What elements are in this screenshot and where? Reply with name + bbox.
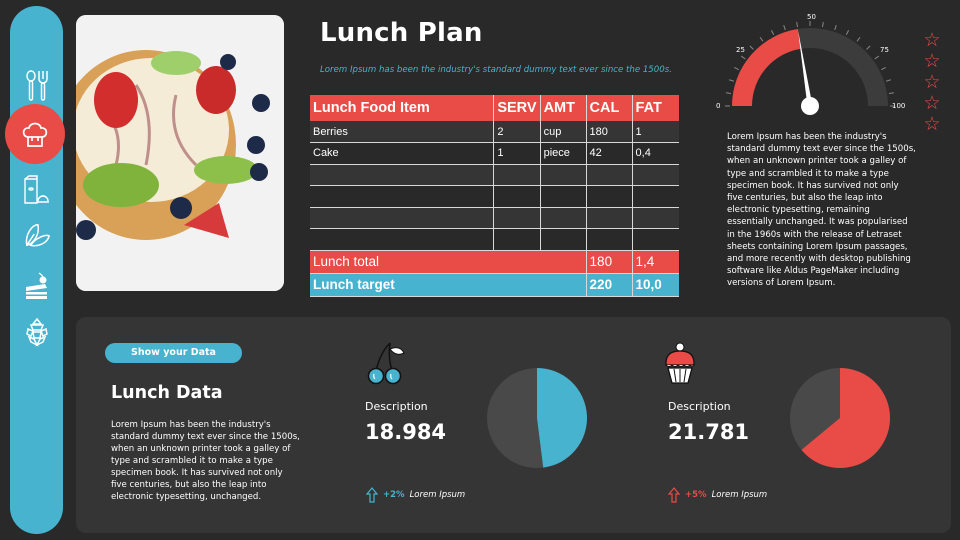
stat-value: 21.781 [668, 420, 750, 444]
table-row: Berries 2 cup 180 1 [310, 121, 679, 143]
show-data-button[interactable]: Show your Data [105, 343, 242, 363]
table-cell[interactable] [310, 185, 495, 207]
pie-chart-blue [487, 368, 588, 468]
sidebar [10, 6, 63, 534]
target-cal: 220 [586, 273, 633, 296]
table-cell[interactable]: piece [540, 142, 587, 164]
star-icon[interactable]: ☆ [923, 71, 941, 93]
table-cell[interactable] [493, 164, 541, 186]
table-cell[interactable] [632, 164, 679, 186]
lunch-total-row: Lunch total 180 1,4 [310, 250, 679, 273]
table-cell[interactable] [586, 164, 633, 186]
stat-change-pct: +5% [685, 490, 707, 500]
stat-change: +5% Lorem Ipsum [668, 487, 767, 503]
arrow-up-icon [366, 487, 378, 503]
lunch-food-table: Lunch Food Item SERV AMT CAL FAT Berries… [310, 95, 679, 297]
cake-slice-icon[interactable] [23, 270, 51, 302]
stat-change-note: Lorem Ipsum [409, 490, 466, 500]
table-cell[interactable] [493, 228, 541, 250]
star-icon[interactable]: ☆ [923, 113, 941, 135]
table-row [310, 207, 679, 229]
column-header: CAL [586, 95, 633, 121]
stat-change-note: Lorem Ipsum [711, 490, 768, 500]
table-cell[interactable] [586, 207, 633, 229]
star-icon[interactable]: ☆ [923, 50, 941, 72]
spoon-fork-icon[interactable] [23, 70, 51, 102]
table-cell[interactable]: 42 [586, 142, 633, 164]
gauge-needle [798, 30, 813, 107]
sidebar-item-chef-active[interactable] [5, 104, 65, 164]
table-cell[interactable]: Berries [310, 121, 495, 143]
table-row: Cake 1 piece 42 0,4 [310, 142, 679, 164]
star-rating: ☆ ☆ ☆ ☆ ☆ [921, 30, 943, 135]
table-cell[interactable] [586, 185, 633, 207]
table-cell[interactable]: 1 [632, 121, 679, 143]
stat-value: 18.984 [365, 420, 447, 444]
food-photo [76, 15, 284, 291]
gauge-tick-label: 0 [716, 102, 720, 110]
table-cell[interactable] [310, 207, 495, 229]
pie-chart-red [790, 368, 890, 468]
table-cell[interactable]: cup [540, 121, 587, 143]
stat-label: Description [365, 400, 428, 413]
table-cell[interactable] [632, 185, 679, 207]
total-cal: 180 [586, 250, 633, 273]
column-header: AMT [540, 95, 587, 121]
target-label: Lunch target [310, 273, 587, 296]
gauge-tick-label: 75 [880, 46, 889, 54]
gauge-tick-label: 25 [736, 46, 745, 54]
arrow-up-icon [668, 487, 680, 503]
table-cell[interactable] [540, 185, 587, 207]
cherries-icon [366, 341, 406, 389]
table-cell[interactable]: 2 [493, 121, 541, 143]
table-cell[interactable] [586, 228, 633, 250]
description-text: Lorem Ipsum has been the industry's stan… [727, 132, 916, 289]
cupcake-icon [663, 341, 697, 391]
menu-cloche-icon[interactable] [23, 174, 51, 206]
star-icon[interactable]: ☆ [923, 29, 941, 51]
lunch-data-text: Lorem Ipsum has been the industry's stan… [111, 420, 300, 502]
table-row [310, 185, 679, 207]
stat-label: Description [668, 400, 731, 413]
page-subtitle: Lorem Ipsum has been the industry's stan… [320, 65, 672, 75]
table-cell[interactable] [493, 185, 541, 207]
table-cell[interactable] [540, 228, 587, 250]
table-row [310, 228, 679, 250]
column-header: SERV [493, 95, 541, 121]
table-cell[interactable]: 0,4 [632, 142, 679, 164]
page-title: Lunch Plan [320, 18, 483, 48]
gauge-tick-label: 100 [892, 102, 905, 110]
table-cell[interactable]: 1 [493, 142, 541, 164]
table-cell[interactable] [493, 207, 541, 229]
hops-icon[interactable] [23, 316, 51, 348]
table-header-row: Lunch Food Item SERV AMT CAL FAT [310, 95, 679, 121]
table-cell[interactable] [632, 228, 679, 250]
chef-hat-icon [22, 122, 48, 147]
table-cell[interactable]: 180 [586, 121, 633, 143]
gauge-hub [801, 97, 819, 115]
column-header: FAT [632, 95, 679, 121]
table-cell[interactable] [540, 164, 587, 186]
lunch-data-title: Lunch Data [111, 383, 223, 403]
table-cell[interactable] [632, 207, 679, 229]
target-fat: 10,0 [632, 273, 679, 296]
star-icon[interactable]: ☆ [923, 92, 941, 114]
lunch-target-row: Lunch target 220 10,0 [310, 273, 679, 296]
table-cell[interactable]: Cake [310, 142, 495, 164]
calorie-gauge: 0 25 50 75 100 [700, 0, 920, 130]
column-header: Lunch Food Item [310, 95, 495, 121]
total-label: Lunch total [310, 250, 587, 273]
table-cell[interactable] [310, 228, 495, 250]
total-fat: 1,4 [632, 250, 679, 273]
table-row [310, 164, 679, 186]
leaves-icon[interactable] [23, 219, 51, 251]
stat-change-pct: +2% [383, 490, 405, 500]
table-cell[interactable] [540, 207, 587, 229]
table-cell[interactable] [310, 164, 495, 186]
stat-change: +2% Lorem Ipsum [366, 487, 465, 503]
gauge-tick-label: 50 [807, 13, 816, 21]
